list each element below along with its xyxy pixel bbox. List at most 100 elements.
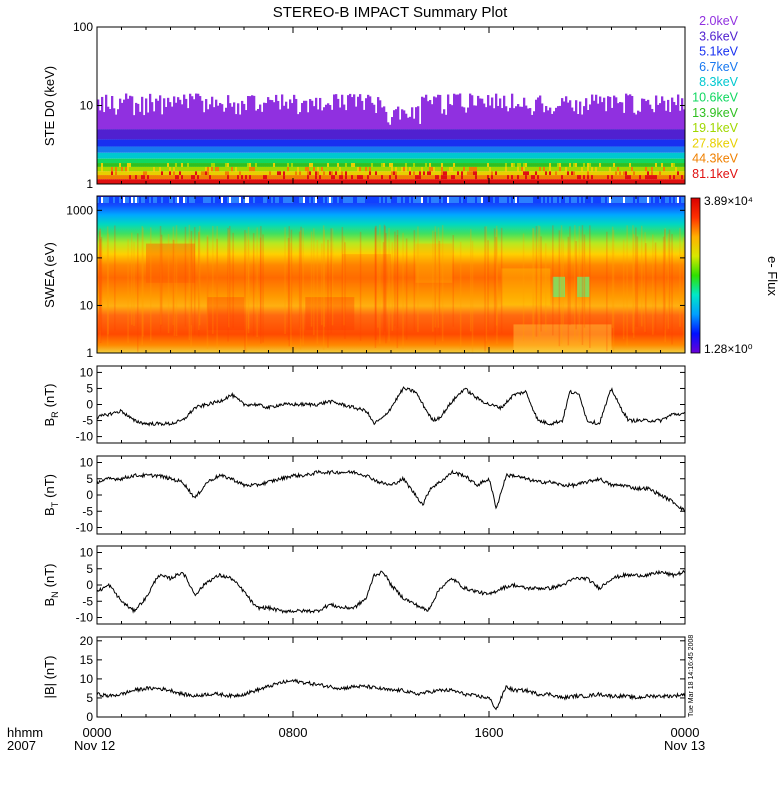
ste-bar — [291, 139, 294, 147]
ste-bar — [333, 171, 336, 176]
swea-cell — [545, 197, 548, 203]
ste-bar — [303, 158, 306, 164]
ste-bar — [335, 179, 338, 184]
ste-bar — [135, 179, 138, 184]
swea-cell — [561, 197, 564, 203]
swea-streak — [206, 236, 209, 335]
ste-ytick-label: 1 — [86, 177, 93, 191]
ste-bar — [363, 109, 366, 130]
ste-bar — [207, 152, 210, 159]
swea-cell — [371, 197, 374, 203]
ste-bar — [171, 171, 174, 176]
ste-bar — [483, 171, 486, 176]
ste-bar — [657, 158, 660, 164]
ste-bar — [425, 163, 428, 167]
ste-bar — [115, 171, 118, 176]
ste-bar — [291, 179, 294, 184]
ste-bar — [497, 152, 500, 159]
ste-bar — [335, 94, 338, 130]
ste-bar — [537, 171, 540, 176]
swea-cell — [487, 197, 490, 203]
ste-bar — [227, 158, 230, 164]
ste-bar — [285, 171, 288, 176]
ste-bar — [469, 139, 472, 147]
ste-bar — [169, 158, 172, 164]
ste-bar — [455, 179, 458, 184]
ste-bar — [403, 146, 406, 153]
ste-bar — [671, 146, 674, 153]
ste-bar — [411, 152, 414, 159]
ste-bar — [455, 166, 458, 172]
colorbar-label: e- Flux — [765, 256, 780, 296]
ste-bar — [145, 166, 148, 172]
swea-cell — [221, 197, 224, 203]
x-tick-label: 0000 — [83, 725, 112, 740]
ste-bar — [417, 171, 420, 176]
ste-bar — [279, 175, 282, 180]
ste-bar — [349, 171, 352, 176]
ste-bar — [561, 139, 564, 147]
swea-cell — [255, 197, 258, 203]
ste-bar — [469, 163, 472, 167]
ste-bar — [567, 163, 570, 167]
swea-streak — [298, 231, 301, 328]
ste-bar — [547, 146, 550, 153]
swea-cell — [547, 197, 550, 203]
ste-bar — [343, 158, 346, 164]
ste-bar — [237, 158, 240, 164]
ste-bar — [211, 139, 214, 147]
ste-bar — [577, 166, 580, 172]
ste-bar — [119, 129, 122, 140]
ste-bar — [245, 129, 248, 140]
ste-bar — [281, 146, 284, 153]
ste-bar — [299, 163, 302, 167]
ste-bar — [201, 158, 204, 164]
ste-bar — [661, 152, 664, 159]
ste-bar — [657, 152, 660, 159]
ste-bar — [263, 179, 266, 184]
ste-bar — [487, 166, 490, 172]
ste-bar — [521, 179, 524, 184]
ste-bar — [543, 139, 546, 147]
ste-bar — [557, 158, 560, 164]
ste-bar — [417, 175, 420, 180]
ste-bar — [667, 99, 670, 130]
swea-cell — [195, 197, 198, 203]
ste-bar — [377, 139, 380, 147]
ste-bar — [395, 175, 398, 180]
ste-bar — [397, 158, 400, 164]
ste-bar — [509, 166, 512, 172]
ste-bar — [379, 179, 382, 184]
ste-bar — [587, 171, 590, 176]
ste-bar — [309, 166, 312, 172]
ste-bar — [533, 171, 536, 176]
ste-bar — [253, 166, 256, 172]
ste-bar — [165, 166, 168, 172]
ste-bar — [137, 129, 140, 140]
ste-bar — [433, 171, 436, 176]
ste-bar — [193, 129, 196, 140]
swea-cell — [529, 197, 532, 203]
ste-bar — [543, 129, 546, 140]
ste-bar — [675, 179, 678, 184]
ste-bar — [505, 179, 508, 184]
swea-cell — [591, 197, 594, 203]
ste-bar — [533, 152, 536, 159]
ste-bar — [601, 102, 604, 130]
ste-bar — [373, 163, 376, 167]
ste-bar — [263, 175, 266, 180]
swea-cell — [265, 197, 268, 203]
ste-bar — [165, 152, 168, 159]
swea-cell — [257, 197, 260, 203]
ste-bar — [339, 158, 342, 164]
ste-bar — [269, 158, 272, 164]
ste-bar — [661, 146, 664, 153]
swea-cell — [381, 197, 384, 203]
ste-bar — [517, 163, 520, 167]
ste-bar — [519, 152, 522, 159]
ste-bar — [657, 104, 660, 130]
ste-bar — [241, 179, 244, 184]
ste-bar — [583, 171, 586, 176]
ste-bar — [565, 96, 568, 130]
